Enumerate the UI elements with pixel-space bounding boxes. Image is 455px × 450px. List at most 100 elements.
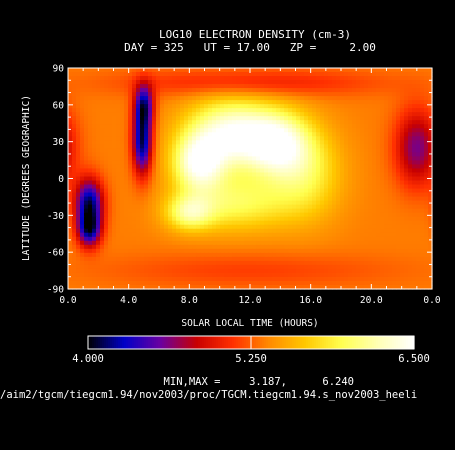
heatmap-cell: [88, 276, 93, 282]
heatmap-cell: [336, 156, 341, 162]
heatmap-cell: [176, 84, 181, 89]
heatmap-cell: [104, 180, 109, 186]
heatmap-cell: [156, 76, 161, 81]
heatmap-cell: [392, 244, 397, 250]
heatmap-cell: [300, 76, 305, 81]
heatmap-cell: [96, 280, 101, 286]
heatmap-cell: [336, 80, 341, 85]
heatmap-cell: [352, 280, 357, 286]
heatmap-cell: [120, 76, 125, 81]
heatmap-cell: [392, 68, 397, 73]
heatmap-cell: [180, 124, 185, 129]
heatmap-cell: [400, 264, 405, 270]
heatmap-cell: [280, 244, 285, 250]
heatmap-cell: [304, 272, 309, 278]
heatmap-cell: [404, 236, 409, 242]
heatmap-cell: [136, 100, 141, 105]
heatmap-cell: [288, 124, 293, 129]
heatmap-cell: [120, 164, 125, 170]
heatmap-cell: [220, 264, 225, 270]
heatmap-cell: [136, 284, 141, 290]
heatmap-cell: [252, 280, 257, 286]
heatmap-cell: [160, 128, 165, 133]
heatmap-cell: [128, 184, 133, 190]
heatmap-cell: [168, 72, 173, 77]
heatmap-cell: [152, 104, 157, 109]
heatmap-cell: [204, 228, 209, 234]
heatmap-cell: [80, 244, 85, 250]
heatmap-cell: [164, 204, 169, 210]
heatmap-cell: [72, 244, 77, 250]
heatmap-cell: [392, 248, 397, 254]
heatmap-cell: [216, 232, 221, 238]
heatmap-cell: [228, 240, 233, 246]
heatmap-cell: [364, 152, 369, 157]
heatmap-cell: [332, 156, 337, 162]
heatmap-cell: [172, 208, 177, 214]
heatmap-cell: [72, 252, 77, 258]
heatmap-cell: [324, 200, 329, 206]
heatmap-cell: [328, 168, 333, 174]
heatmap-cell: [200, 252, 205, 258]
heatmap-cell: [84, 212, 89, 218]
heatmap-cell: [296, 68, 301, 73]
heatmap-cell: [252, 128, 257, 133]
heatmap-cell: [392, 100, 397, 105]
heatmap-cell: [88, 88, 93, 93]
heatmap-cell: [360, 96, 365, 101]
heatmap-cell: [240, 116, 245, 121]
heatmap-cell: [280, 92, 285, 97]
heatmap-cell: [200, 100, 205, 105]
heatmap-cell: [240, 136, 245, 141]
heatmap-cell: [84, 272, 89, 278]
heatmap-cell: [108, 132, 113, 137]
heatmap-cell: [272, 200, 277, 206]
heatmap-cell: [188, 232, 193, 238]
heatmap-cell: [296, 244, 301, 250]
heatmap-cell: [164, 120, 169, 125]
heatmap-cell: [332, 84, 337, 89]
heatmap-cell: [372, 124, 377, 129]
heatmap-cell: [412, 168, 417, 174]
heatmap-cell: [364, 76, 369, 81]
heatmap-cell: [356, 228, 361, 234]
heatmap-cell: [276, 96, 281, 101]
heatmap-cell: [232, 276, 237, 282]
heatmap-cell: [212, 124, 217, 129]
heatmap-cell: [420, 148, 425, 153]
heatmap-cell: [152, 204, 157, 210]
heatmap-cell: [212, 164, 217, 170]
heatmap-cell: [148, 180, 153, 186]
heatmap-cell: [168, 272, 173, 278]
heatmap-cell: [356, 160, 361, 166]
heatmap-cell: [412, 256, 417, 262]
heatmap-cell: [332, 208, 337, 214]
heatmap-cell: [408, 156, 413, 162]
heatmap-cell: [208, 256, 213, 262]
heatmap-cell: [240, 284, 245, 290]
heatmap-cell: [212, 240, 217, 246]
heatmap-cell: [84, 268, 89, 274]
heatmap-cell: [164, 232, 169, 238]
heatmap-cell: [280, 280, 285, 286]
heatmap-cell: [416, 104, 421, 109]
heatmap-cell: [80, 88, 85, 93]
heatmap-cell: [128, 124, 133, 129]
heatmap-cell: [132, 224, 137, 230]
heatmap-cell: [424, 208, 429, 214]
heatmap-cell: [192, 184, 197, 190]
heatmap-cell: [116, 136, 121, 141]
heatmap-cell: [68, 156, 73, 162]
heatmap-cell: [160, 280, 165, 286]
heatmap-cell: [236, 108, 241, 113]
heatmap-cell: [264, 68, 269, 73]
heatmap-cell: [176, 68, 181, 73]
heatmap-cell: [404, 280, 409, 286]
heatmap-cell: [308, 264, 313, 270]
heatmap-cell: [164, 160, 169, 166]
heatmap-cell: [212, 72, 217, 77]
heatmap-cell: [132, 144, 137, 149]
heatmap-cell: [428, 252, 433, 258]
heatmap-cell: [164, 228, 169, 234]
heatmap-cell: [296, 268, 301, 274]
